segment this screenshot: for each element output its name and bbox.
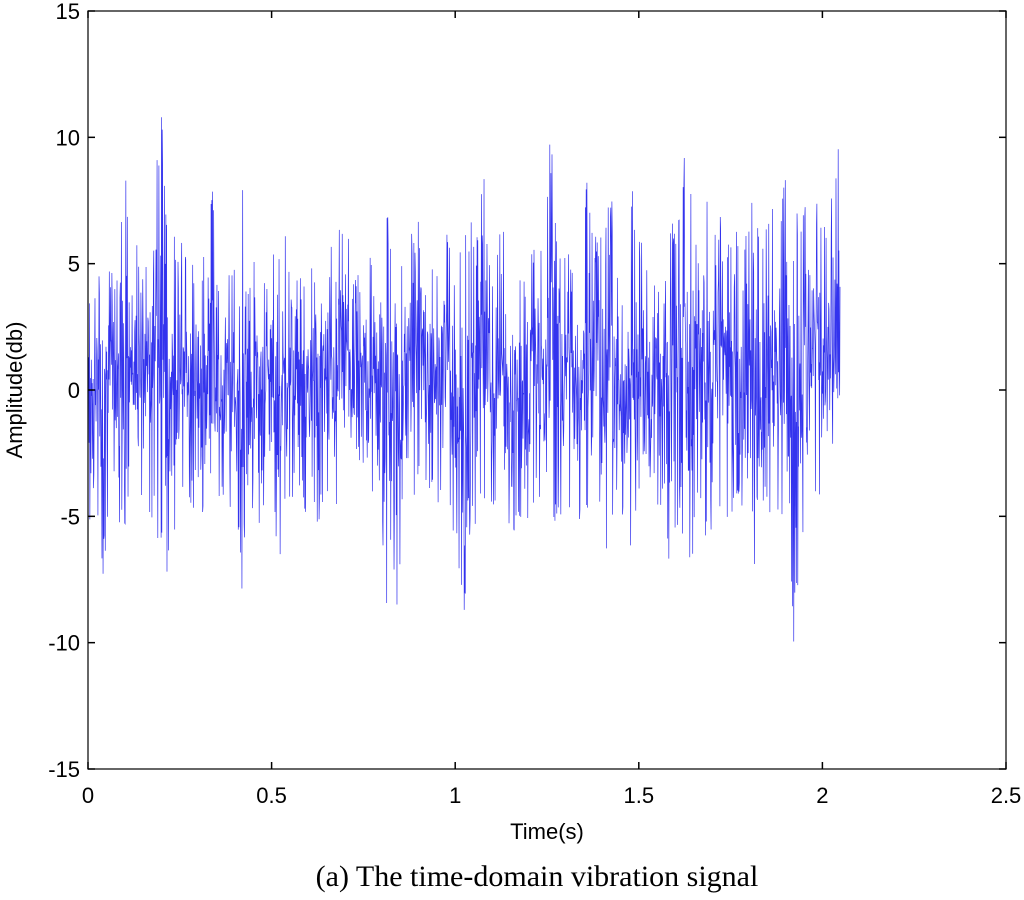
y-tick-label: -10 [48,631,80,656]
x-tick-label: 1 [449,783,461,808]
tick-label-layer: 0 0.5 1 1.5 2 2.5 -15 -10 -5 0 5 10 15 [48,0,1021,808]
y-tick-label: -15 [48,757,80,782]
signal-layer [87,117,841,642]
tick-layer [87,10,1007,770]
x-tick-label: 0 [82,783,94,808]
x-tick-label: 2 [816,783,828,808]
y-tick-label: -5 [60,504,80,529]
figure-caption: (a) The time-domain vibration signal [316,860,759,893]
signal-series-line [87,117,841,642]
x-axis-title: Time(s) [510,819,584,844]
y-tick-label: 10 [56,125,80,150]
y-axis-title: Amplitude(db) [2,322,27,459]
y-tick-label: 15 [56,0,80,24]
y-tick-label: 5 [68,252,80,277]
x-tick-label: 2.5 [991,783,1022,808]
y-tick-label: 0 [68,378,80,403]
x-tick-label: 1.5 [624,783,655,808]
x-tick-label: 0.5 [256,783,287,808]
